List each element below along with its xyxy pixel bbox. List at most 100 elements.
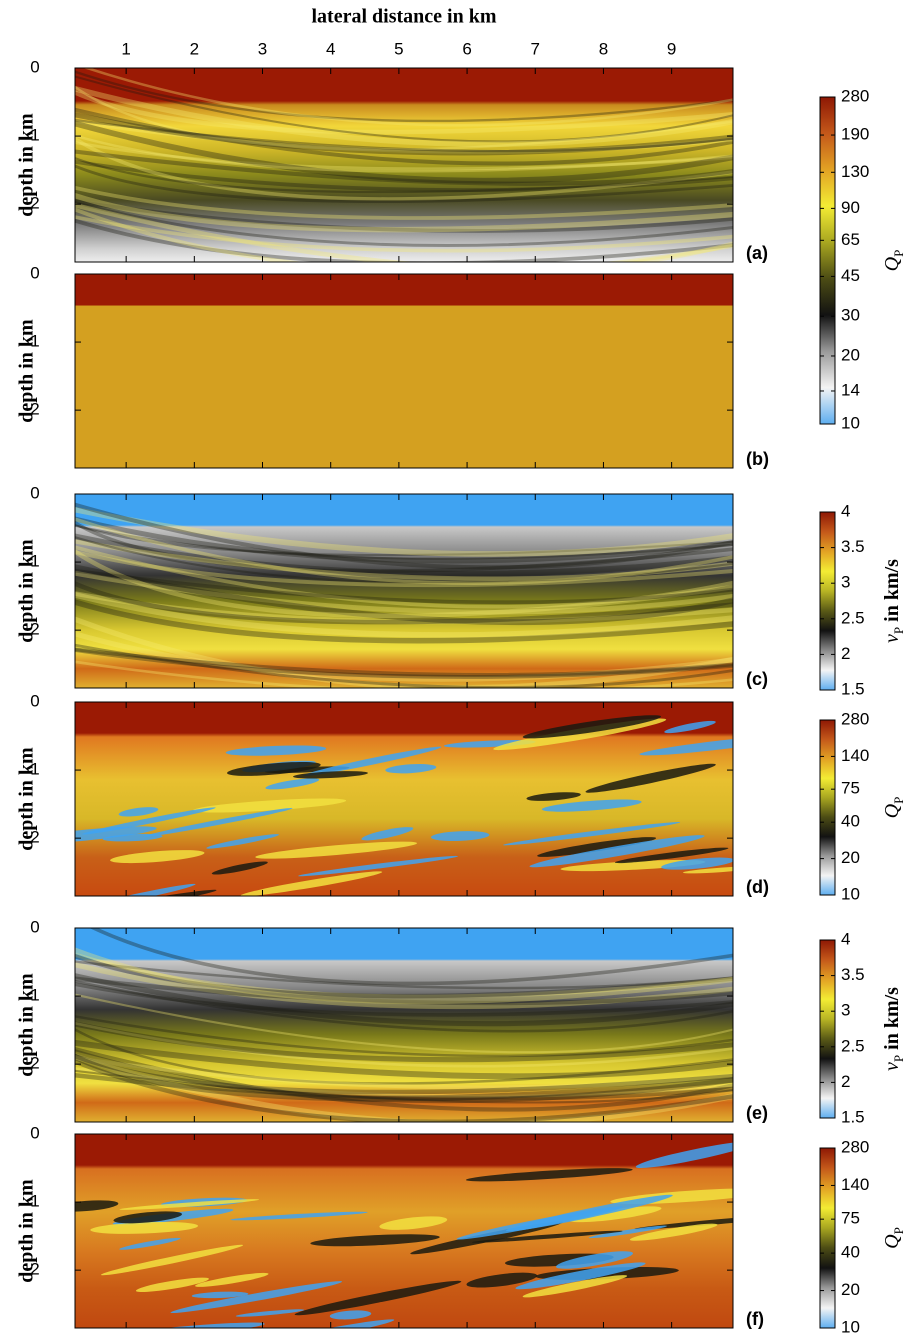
y-axis-title: depth in km: [16, 1179, 38, 1283]
image-texture: [75, 1073, 733, 1101]
image-texture: [209, 1332, 270, 1337]
panel-image: [75, 702, 733, 896]
panel-frame: [74, 927, 734, 1123]
y-axis-title: depth in km: [16, 113, 38, 217]
image-texture: [75, 119, 733, 154]
panel-frame: [74, 701, 734, 897]
image-texture: [75, 520, 733, 573]
y-tick-label: 2: [30, 1054, 39, 1073]
image-texture: [89, 928, 733, 986]
y-tick-label: 2: [30, 620, 39, 639]
image-texture: [682, 866, 733, 874]
image-texture: [456, 1206, 624, 1240]
image-texture: [522, 715, 662, 739]
image-texture: [634, 1214, 733, 1230]
image-texture: [75, 1027, 733, 1085]
colorbar-tick-label: 190: [841, 125, 869, 144]
image-texture: [113, 1211, 182, 1224]
image-texture: [75, 952, 733, 999]
image-texture: [664, 720, 716, 734]
image-texture: [529, 835, 705, 868]
image-texture: [294, 1280, 462, 1316]
x-axis-title: lateral distance in km: [312, 6, 497, 28]
image-texture: [75, 1069, 733, 1104]
colorbar-tick-label: 10: [841, 884, 860, 903]
image-texture: [235, 1309, 305, 1317]
image-texture: [75, 643, 733, 688]
image-texture: [75, 164, 733, 203]
image-texture: [502, 822, 681, 846]
image-texture: [118, 807, 159, 817]
colorbar-label-part: v: [881, 1062, 903, 1071]
y-tick-label: 0: [30, 483, 39, 502]
colorbar-tick-label: 280: [841, 1137, 869, 1156]
image-texture: [75, 1059, 733, 1122]
image-texture: [75, 599, 733, 644]
image-texture: [466, 1272, 538, 1288]
colorbar-label-part: P: [891, 797, 906, 804]
image-texture: [75, 962, 733, 1010]
y-tick-label: 0: [30, 691, 39, 710]
image-texture: [75, 1015, 733, 1058]
panel-frame: [74, 273, 734, 469]
image-texture: [385, 764, 437, 774]
colorbar: [819, 939, 836, 1119]
colorbar-tick-label: 40: [841, 812, 860, 831]
x-tick-label: 8: [599, 39, 608, 58]
image-texture: [170, 1281, 343, 1314]
colorbar-tick-label: 280: [841, 709, 869, 728]
panel-label: (b): [746, 449, 769, 469]
colorbar-label: QP: [881, 797, 907, 819]
image-texture: [75, 953, 733, 999]
y-tick-label: 1: [30, 552, 39, 571]
image-texture: [379, 1216, 448, 1230]
colorbar-tick-label: 3: [841, 573, 850, 592]
image-texture: [560, 859, 706, 872]
x-tick-label: 6: [462, 39, 471, 58]
image-texture: [75, 516, 733, 564]
colorbar-label-part: v: [881, 634, 903, 643]
colorbar-tick-label: 3.5: [841, 537, 865, 556]
image-texture: [635, 1141, 733, 1168]
x-tick-label: 1: [121, 39, 130, 58]
y-tick-label: 1: [30, 1192, 39, 1211]
image-texture: [430, 831, 490, 842]
image-texture: [240, 1319, 395, 1328]
colorbar-tick-label: 20: [841, 848, 860, 867]
image-texture: [75, 1049, 733, 1104]
colorbar-tick-label: 10: [841, 413, 860, 432]
image-texture: [75, 506, 733, 557]
x-tick-label: 4: [326, 39, 335, 58]
colorbar-tick-label: 20: [841, 1280, 860, 1299]
image-texture: [75, 149, 733, 186]
colorbar-label-part: P: [891, 250, 906, 257]
image-texture: [82, 68, 733, 127]
colorbar-tick-label: 45: [841, 266, 860, 285]
y-tick-label: 2: [30, 1260, 39, 1279]
panel-label: (a): [746, 243, 768, 263]
image-texture: [614, 847, 729, 864]
image-texture: [522, 1275, 628, 1298]
image-texture: [75, 159, 733, 192]
image-texture: [75, 85, 733, 151]
image-texture: [75, 192, 733, 233]
colorbar-label-part: P: [891, 1055, 906, 1062]
y-axis-title: depth in km: [16, 319, 38, 423]
image-texture: [255, 841, 418, 859]
panel-label: (d): [746, 877, 769, 897]
colorbar-tick-label: 2.5: [841, 1036, 865, 1055]
y-axis-title: depth in km: [16, 973, 38, 1077]
colorbar-label-part: in km/s: [881, 559, 903, 627]
image-texture: [75, 70, 733, 123]
image-texture: [75, 631, 733, 682]
image-texture: [75, 199, 733, 233]
x-tick-label: 3: [258, 39, 267, 58]
colorbar-tick-label: 3.5: [841, 965, 865, 984]
y-tick-label: 2: [30, 194, 39, 213]
image-texture: [293, 771, 368, 779]
image-background: [75, 68, 733, 262]
image-texture: [75, 85, 733, 147]
colorbar: [819, 719, 836, 896]
colorbar-tick-label: 3: [841, 1001, 850, 1020]
image-texture: [75, 982, 733, 1017]
